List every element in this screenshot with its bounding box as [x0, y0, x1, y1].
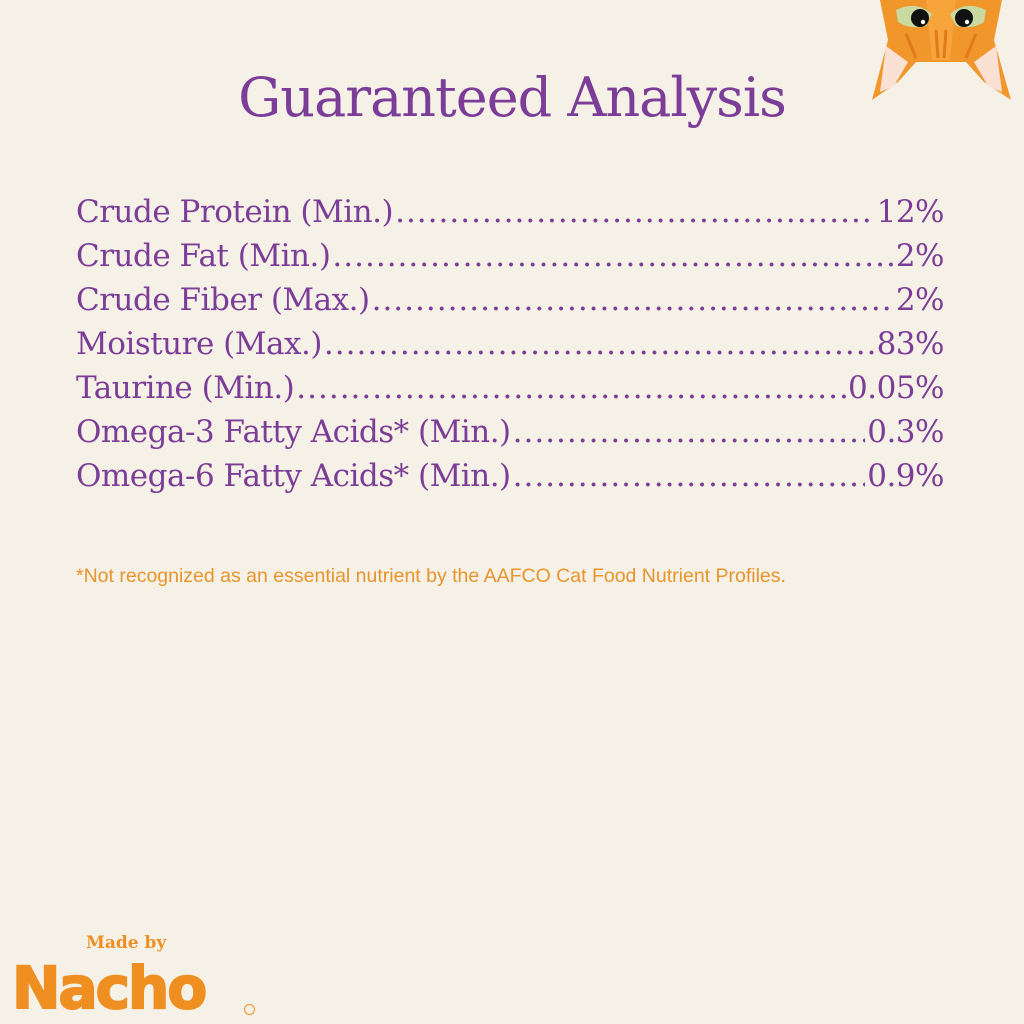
orange-cat-face-icon: [872, 0, 1011, 100]
row-label: Taurine (Min.): [76, 370, 295, 406]
dot-leader: [395, 190, 875, 234]
row-value: 2%: [895, 238, 944, 274]
analysis-row: Omega-6 Fatty Acids* (Min.) 0.9%: [76, 454, 944, 498]
dot-leader: [296, 366, 846, 410]
row-label: Omega-3 Fatty Acids* (Min.): [76, 414, 511, 450]
brand-logo: Made by Nacho: [11, 932, 262, 1022]
analysis-table: Crude Protein (Min.) 12% Crude Fat (Min.)…: [76, 190, 944, 498]
row-value: 83%: [876, 326, 944, 362]
row-label: Crude Fiber (Max.): [76, 282, 370, 318]
page-title: Guaranteed Analysis: [238, 66, 787, 129]
row-label: Crude Fat (Min.): [76, 238, 331, 274]
row-label: Crude Protein (Min.): [76, 194, 394, 230]
analysis-row: Crude Fiber (Max.) 2%: [76, 278, 944, 322]
row-value: 0.9%: [867, 458, 944, 494]
footnote: *Not recognized as an essential nutrient…: [76, 565, 786, 587]
logo-made-by: Made by: [86, 933, 167, 953]
row-value: 0.05%: [848, 370, 944, 406]
row-label: Moisture (Max.): [76, 326, 322, 362]
analysis-row: Moisture (Max.) 83%: [76, 322, 944, 366]
dot-leader: [324, 322, 875, 366]
row-label: Omega-6 Fatty Acids* (Min.): [76, 458, 511, 494]
analysis-row: Omega-3 Fatty Acids* (Min.) 0.3%: [76, 410, 944, 454]
row-value: 2%: [895, 282, 944, 318]
analysis-row: Crude Protein (Min.) 12%: [76, 190, 944, 234]
logo-brand: Nacho: [11, 954, 208, 1022]
dot-leader: [513, 410, 866, 454]
trademark-icon: [244, 1004, 255, 1015]
dot-leader: [332, 234, 893, 278]
dot-leader: [372, 278, 894, 322]
analysis-row: Taurine (Min.) 0.05%: [76, 366, 944, 410]
dot-leader: [513, 454, 866, 498]
row-value: 0.3%: [867, 414, 944, 450]
analysis-row: Crude Fat (Min.) 2%: [76, 234, 944, 278]
row-value: 12%: [876, 194, 944, 230]
